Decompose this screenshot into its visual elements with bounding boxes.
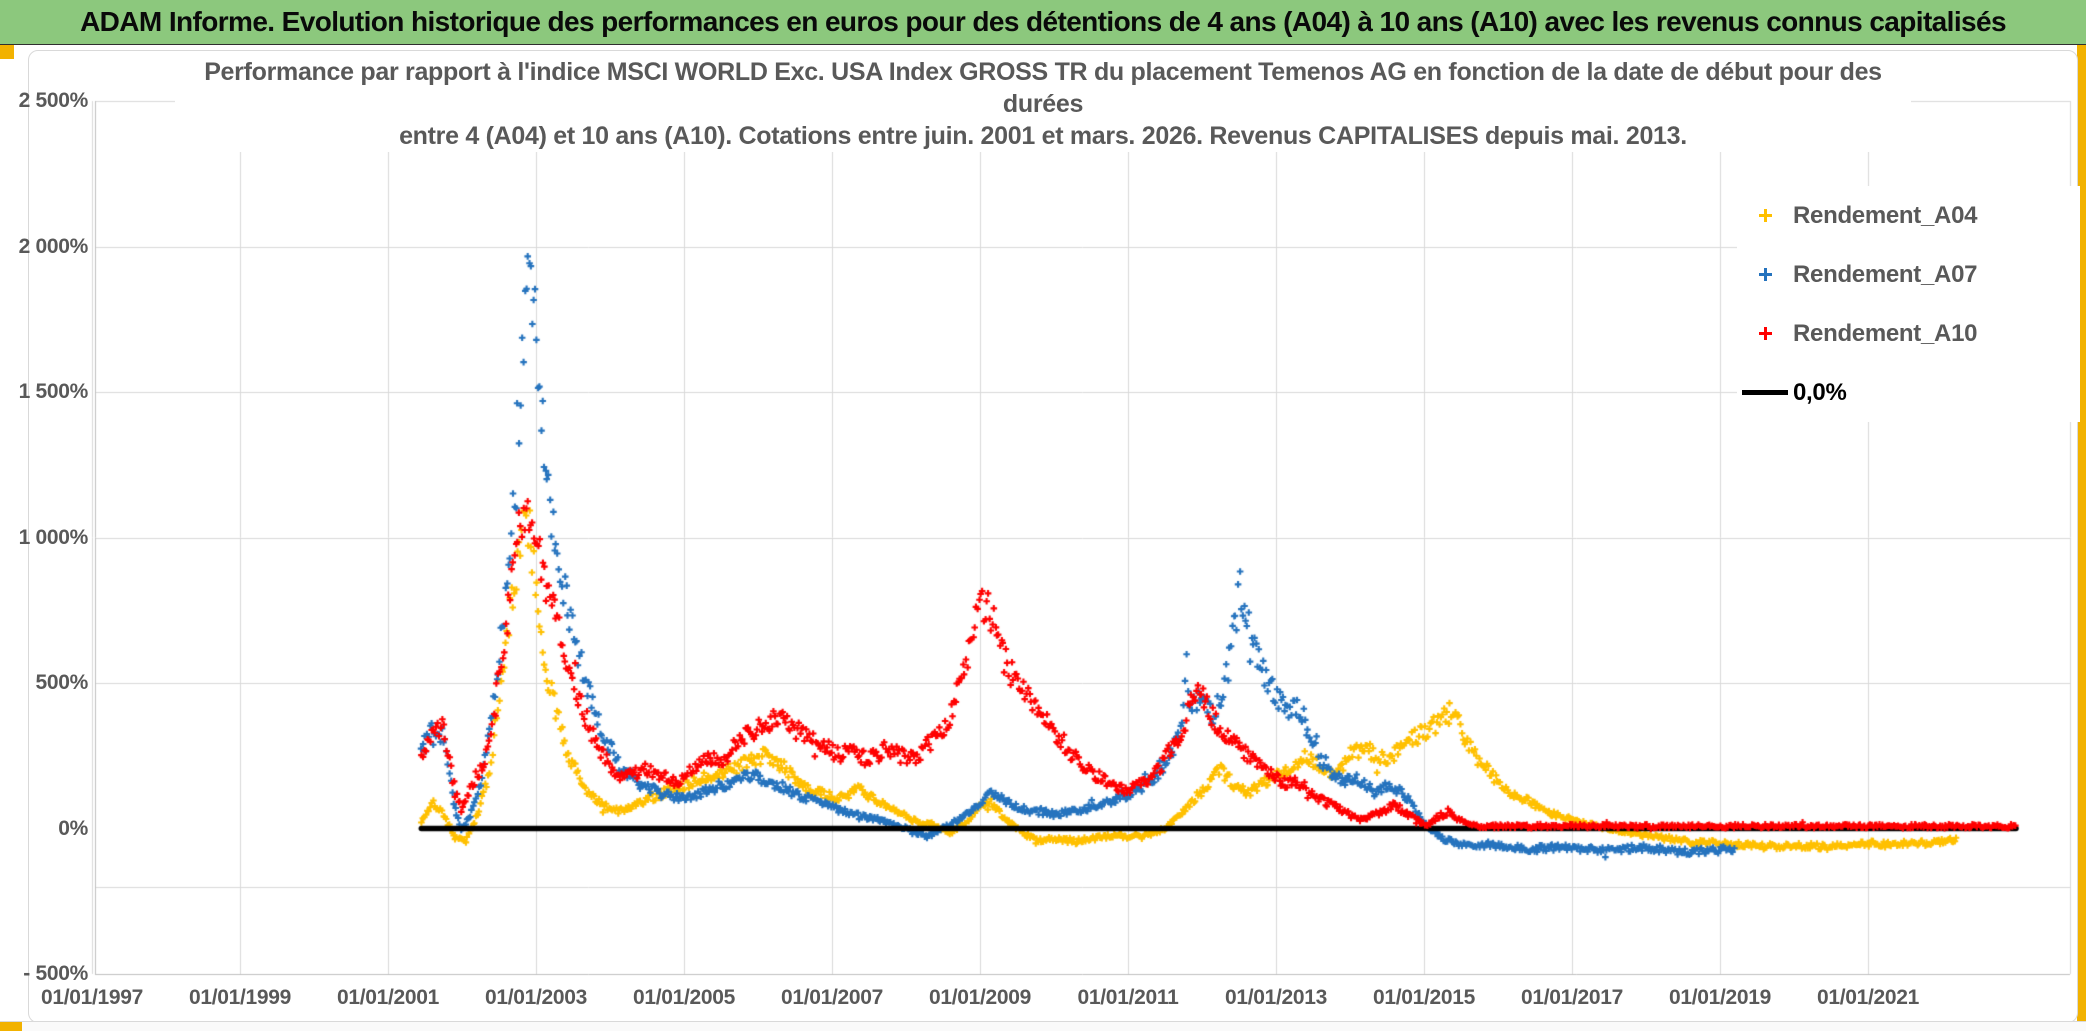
x-tick-label: 01/01/2005: [632, 986, 736, 1009]
bottom-edge-strip: [0, 1021, 2086, 1031]
chart-title-line1: Performance par rapport à l'indice MSCI …: [204, 58, 1882, 86]
x-tick-label: 01/01/1997: [40, 986, 144, 1009]
chart-title-line2: durées: [1002, 90, 1084, 118]
chart-title-line3: entre 4 (A04) et 10 ans (A10). Cotations…: [399, 122, 1687, 150]
gold-accent-bottom-left: [0, 1022, 22, 1031]
zero-line-sample: [1742, 390, 1788, 395]
x-tick-label: 01/01/2011: [1077, 986, 1179, 1009]
legend-label: 0,0%: [1793, 378, 1847, 406]
x-tick-label: 01/01/2007: [780, 986, 884, 1009]
x-tick-label: 01/01/2003: [484, 986, 588, 1009]
y-tick-label: - 500%: [23, 962, 88, 985]
legend-plus-marker-icon: [1737, 209, 1793, 222]
y-tick-label: 0%: [58, 816, 88, 840]
x-tick-label: 01/01/2001: [336, 986, 440, 1009]
x-tick-label: 01/01/1999: [188, 986, 292, 1009]
chart-legend: Rendement_A04 Rendement_A07 Rendement_A10 0…: [1737, 186, 2080, 422]
x-tick-label: 01/01/2013: [1224, 986, 1328, 1009]
y-tick-label: 1 500%: [18, 380, 89, 403]
legend-item-0-0-[interactable]: 0,0%: [1737, 363, 2080, 422]
legend-item-rendement-a07[interactable]: Rendement_A07: [1737, 245, 2080, 304]
legend-label: Rendement_A10: [1793, 319, 1978, 347]
legend-label: Rendement_A04: [1793, 201, 1978, 229]
x-tick-label: 01/01/2021: [1816, 986, 1920, 1009]
plus-marker-icon: [1758, 209, 1772, 222]
chart-title: Performance par rapport à l'indice MSCI …: [175, 56, 1911, 152]
y-tick-label: 2 000%: [18, 234, 89, 258]
y-tick-label: 1 000%: [18, 525, 89, 549]
legend-item-rendement-a04[interactable]: Rendement_A04: [1737, 186, 2080, 245]
y-tick-label: 2 500%: [18, 89, 89, 112]
plus-marker-icon: [1758, 268, 1772, 281]
y-tick-label: 500%: [35, 671, 88, 694]
legend-plus-marker-icon: [1737, 327, 1793, 340]
legend-line-swatch: [1737, 390, 1793, 395]
legend-item-rendement-a10[interactable]: Rendement_A10: [1737, 304, 2080, 363]
x-tick-label: 01/01/2019: [1668, 986, 1772, 1009]
plus-marker-icon: [1758, 327, 1772, 340]
legend-label: Rendement_A07: [1793, 260, 1978, 288]
x-tick-label: 01/01/2015: [1372, 986, 1476, 1009]
legend-plus-marker-icon: [1737, 268, 1793, 281]
x-tick-label: 01/01/2009: [928, 986, 1032, 1009]
x-tick-label: 01/01/2017: [1520, 986, 1624, 1009]
